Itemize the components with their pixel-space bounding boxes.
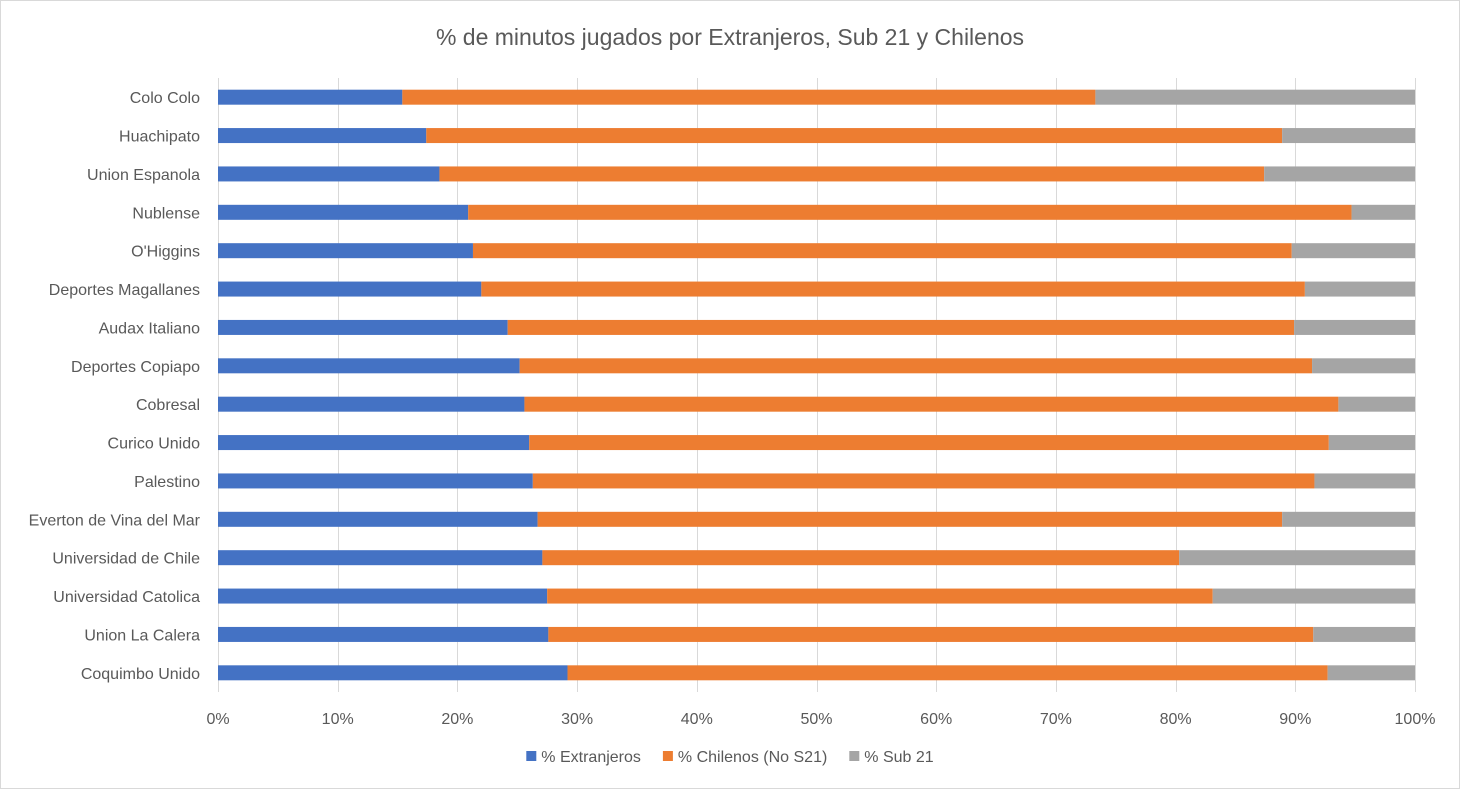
bar-segment-3 [1179, 550, 1415, 566]
bar-segment-1 [218, 128, 427, 144]
category-label: O'Higgins [131, 244, 200, 261]
legend-swatch [662, 751, 673, 761]
bar-segment-1 [218, 281, 482, 297]
category-label: Deportes Copiapo [71, 359, 200, 376]
category-label: Nublense [132, 205, 200, 222]
category-label: Universidad de Chile [52, 551, 200, 568]
bar-segment-3 [1328, 435, 1415, 451]
legend-label: % Sub 21 [864, 749, 933, 766]
bar-segment-3 [1327, 665, 1415, 681]
x-tick-label: 10% [322, 711, 354, 728]
bar-segment-3 [1212, 588, 1415, 604]
bar-segment-1 [218, 473, 533, 489]
legend-swatch [849, 751, 860, 761]
bar-segment-2 [537, 511, 1283, 527]
legend: % Extranjeros % Chilenos (No S21) % Sub 21 [526, 749, 934, 766]
bar-segment-1 [218, 396, 525, 412]
category-label: Deportes Magallanes [49, 282, 200, 299]
bar-segment-2 [439, 166, 1265, 182]
bar-segment-3 [1095, 89, 1415, 105]
x-tick-label: 0% [206, 711, 229, 728]
bar-segment-1 [218, 358, 520, 374]
bar-segment-2 [548, 626, 1314, 642]
bar-segment-1 [218, 89, 403, 105]
bar-segment-1 [218, 550, 543, 566]
x-tick-labels: 0% 10% 20% 30% 40% 50% 60% 70% 80% 90% 100% [206, 711, 1435, 728]
bar-segment-1 [218, 166, 440, 182]
bar-segment-2 [472, 243, 1292, 259]
x-tick-label: 70% [1040, 711, 1072, 728]
bar-segment-2 [529, 435, 1329, 451]
bar-segment-2 [532, 473, 1315, 489]
bar-segment-3 [1312, 358, 1415, 374]
category-label: Universidad Catolica [53, 589, 200, 606]
x-tick-label: 20% [441, 711, 473, 728]
bar-segment-2 [402, 89, 1096, 105]
x-tick-label: 50% [800, 711, 832, 728]
bar-segment-3 [1338, 396, 1415, 412]
bar-segment-2 [507, 319, 1295, 335]
x-tick-label: 30% [561, 711, 593, 728]
x-tick-label: 80% [1160, 711, 1192, 728]
bar-segment-3 [1282, 511, 1415, 527]
bar-segment-3 [1294, 319, 1415, 335]
bar-segment-1 [218, 319, 508, 335]
bar-segment-3 [1313, 626, 1415, 642]
bar-segment-2 [426, 128, 1283, 144]
bar-segment-3 [1291, 243, 1415, 259]
bar-segment-1 [218, 626, 549, 642]
x-tick-label: 100% [1395, 711, 1436, 728]
legend-label: % Extranjeros [541, 749, 641, 766]
bar-segment-2 [468, 204, 1352, 220]
bar-segment-2 [547, 588, 1213, 604]
category-label: Union Espanola [87, 167, 200, 184]
bar-segment-3 [1264, 166, 1415, 182]
category-label: Audax Italiano [99, 320, 201, 337]
bar-segment-2 [567, 665, 1328, 681]
category-label: Coquimbo Unido [81, 666, 200, 683]
x-tick-label: 40% [681, 711, 713, 728]
bar-segment-3 [1314, 473, 1415, 489]
category-label: Huachipato [119, 129, 200, 146]
legend-item: % Extranjeros [526, 749, 641, 766]
legend-item: % Chilenos (No S21) [662, 749, 827, 766]
x-tick-label: 90% [1279, 711, 1311, 728]
category-label: Everton de Vina del Mar [29, 512, 201, 529]
bar-segment-1 [218, 588, 548, 604]
legend-item: % Sub 21 [849, 749, 934, 766]
category-label: Colo Colo [130, 90, 200, 107]
bar-segment-1 [218, 511, 538, 527]
bar-segment-2 [542, 550, 1180, 566]
category-label: Curico Unido [108, 436, 201, 453]
category-label: Cobresal [136, 397, 200, 414]
category-label: Palestino [134, 474, 200, 491]
bar-segment-1 [218, 435, 530, 451]
bar-segment-1 [218, 204, 469, 220]
legend-swatch [526, 751, 537, 761]
bar-segment-1 [218, 243, 473, 259]
bar-segment-2 [519, 358, 1313, 374]
bar-segment-3 [1351, 204, 1415, 220]
bar-segment-3 [1282, 128, 1415, 144]
bar-segment-3 [1304, 281, 1415, 297]
bar-segment-2 [524, 396, 1339, 412]
category-label: Union La Calera [84, 627, 200, 644]
chart-title: % de minutos jugados por Extranjeros, Su… [436, 24, 1024, 50]
legend-label: % Chilenos (No S21) [678, 749, 827, 766]
x-tick-label: 60% [920, 711, 952, 728]
bar-segment-1 [218, 665, 568, 681]
bar-segment-2 [481, 281, 1305, 297]
category-labels: Colo Colo Huachipato Union Espanola Nublens… [29, 90, 201, 683]
bars [218, 89, 1415, 681]
